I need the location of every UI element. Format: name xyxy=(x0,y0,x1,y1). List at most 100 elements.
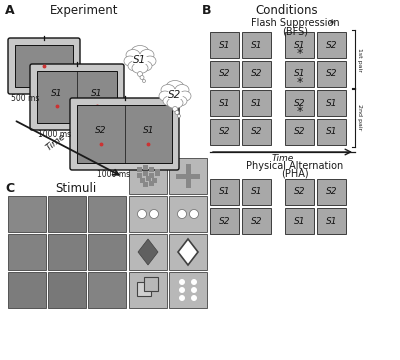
Text: S1: S1 xyxy=(251,188,262,197)
Circle shape xyxy=(172,107,178,112)
Text: S1: S1 xyxy=(219,99,230,108)
Bar xyxy=(37,71,117,123)
FancyBboxPatch shape xyxy=(30,64,124,130)
Text: 500 ms: 500 ms xyxy=(11,94,39,103)
Text: *: * xyxy=(296,76,303,89)
Text: C: C xyxy=(5,182,14,195)
Text: S1: S1 xyxy=(251,99,262,108)
Bar xyxy=(242,119,271,145)
Bar xyxy=(169,196,207,232)
Circle shape xyxy=(179,279,185,285)
Text: S1: S1 xyxy=(219,40,230,49)
Text: S1: S1 xyxy=(133,55,147,65)
Bar xyxy=(317,90,346,116)
Circle shape xyxy=(178,210,186,219)
Bar xyxy=(48,196,86,232)
Circle shape xyxy=(150,210,158,219)
Bar xyxy=(242,61,271,87)
Bar xyxy=(148,172,154,177)
FancyBboxPatch shape xyxy=(70,98,179,170)
Text: S2: S2 xyxy=(294,99,305,108)
Bar xyxy=(154,168,160,174)
Text: S1: S1 xyxy=(51,89,63,98)
Text: *: * xyxy=(296,105,303,118)
Bar xyxy=(154,171,160,175)
Text: S1: S1 xyxy=(294,69,305,78)
Circle shape xyxy=(179,295,185,301)
Bar xyxy=(285,119,314,145)
Bar xyxy=(169,234,207,270)
Bar xyxy=(210,61,239,87)
Bar xyxy=(317,179,346,205)
Bar xyxy=(210,90,239,116)
Bar xyxy=(8,234,46,270)
Text: 1000 ms: 1000 ms xyxy=(97,170,130,179)
Text: A: A xyxy=(5,4,15,17)
Polygon shape xyxy=(138,239,158,265)
Ellipse shape xyxy=(126,49,140,60)
Bar xyxy=(148,166,154,171)
Bar xyxy=(242,90,271,116)
Bar xyxy=(242,32,271,58)
Bar xyxy=(210,179,239,205)
Bar xyxy=(317,32,346,58)
Bar xyxy=(48,272,86,308)
Ellipse shape xyxy=(161,85,175,95)
Text: S2: S2 xyxy=(251,127,262,136)
Bar xyxy=(88,272,126,308)
Text: S2: S2 xyxy=(251,216,262,225)
Bar xyxy=(285,179,314,205)
Text: S1: S1 xyxy=(91,89,103,98)
Bar xyxy=(242,208,271,234)
Text: S2: S2 xyxy=(168,90,182,100)
Text: S1: S1 xyxy=(326,216,337,225)
Text: Time: Time xyxy=(271,154,294,163)
Text: (PHA): (PHA) xyxy=(281,169,309,179)
Text: 1st pair: 1st pair xyxy=(357,48,362,71)
Text: S2: S2 xyxy=(251,69,262,78)
Text: S1: S1 xyxy=(219,188,230,197)
Bar xyxy=(129,196,167,232)
Text: S1: S1 xyxy=(142,126,154,135)
Text: 2nd pair: 2nd pair xyxy=(357,104,362,131)
Bar xyxy=(88,196,126,232)
Bar xyxy=(77,105,172,163)
Bar xyxy=(186,164,190,188)
Circle shape xyxy=(190,210,198,219)
Bar xyxy=(242,179,271,205)
Text: (BFS): (BFS) xyxy=(282,26,308,36)
Bar xyxy=(136,166,142,171)
Bar xyxy=(142,171,148,175)
Bar xyxy=(15,45,73,87)
Circle shape xyxy=(138,72,142,77)
Ellipse shape xyxy=(167,89,183,101)
Text: 1000 ms: 1000 ms xyxy=(38,130,71,139)
Circle shape xyxy=(178,114,180,117)
Ellipse shape xyxy=(159,91,171,101)
Text: S1: S1 xyxy=(251,40,262,49)
Text: S2: S2 xyxy=(294,127,305,136)
Bar xyxy=(317,119,346,145)
Bar xyxy=(169,158,207,194)
Text: S2: S2 xyxy=(95,126,106,135)
Ellipse shape xyxy=(144,56,156,66)
Circle shape xyxy=(179,287,185,293)
Bar xyxy=(88,234,126,270)
Text: S2: S2 xyxy=(326,40,337,49)
Text: Flash Suppression: Flash Suppression xyxy=(251,18,339,28)
FancyBboxPatch shape xyxy=(137,282,151,296)
Text: S1: S1 xyxy=(294,40,305,49)
Bar xyxy=(285,90,314,116)
Bar xyxy=(48,234,86,270)
Ellipse shape xyxy=(138,61,152,71)
Polygon shape xyxy=(178,239,198,265)
Text: S2: S2 xyxy=(219,69,230,78)
Ellipse shape xyxy=(140,49,154,60)
Text: S2: S2 xyxy=(326,188,337,197)
Ellipse shape xyxy=(132,63,148,73)
Bar xyxy=(136,172,142,177)
Bar xyxy=(176,174,200,179)
Bar xyxy=(129,158,167,194)
Bar xyxy=(285,61,314,87)
Ellipse shape xyxy=(166,81,184,94)
